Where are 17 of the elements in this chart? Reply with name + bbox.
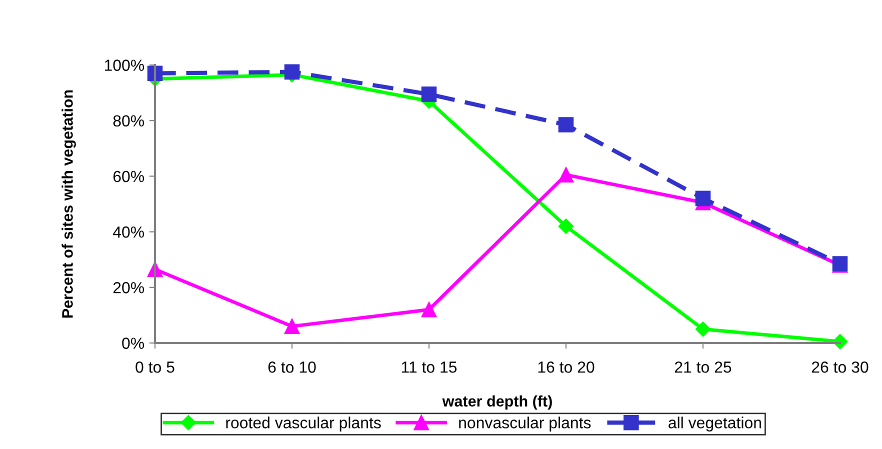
x-axis-title: water depth (ft) [442, 395, 552, 410]
x-tick-label: 6 to 10 [268, 361, 316, 373]
legend-label: all vegetation [668, 416, 762, 432]
y-tick-label: 60% [113, 170, 144, 182]
y-tick-label: 40% [112, 226, 144, 238]
legend-label: nonvascular plants [459, 416, 591, 432]
y-tick-label: 0% [122, 338, 144, 349]
x-tick-label: 11 to 15 [402, 362, 457, 373]
y-tick-label: 80% [113, 115, 144, 127]
x-tick-label: 0 to 5 [136, 361, 174, 373]
legend-label: rooted vascular plants [226, 416, 381, 432]
x-tick-label: 21 to 25 [674, 361, 732, 373]
x-tick-label: 26 to 30 [812, 361, 868, 373]
y-tick-label: 20% [113, 282, 144, 294]
y-axis-title: Percent of sites with vegetation [62, 90, 76, 318]
x-tick-label: 16 to 20 [538, 361, 594, 373]
y-tick-label: 100% [104, 60, 144, 71]
